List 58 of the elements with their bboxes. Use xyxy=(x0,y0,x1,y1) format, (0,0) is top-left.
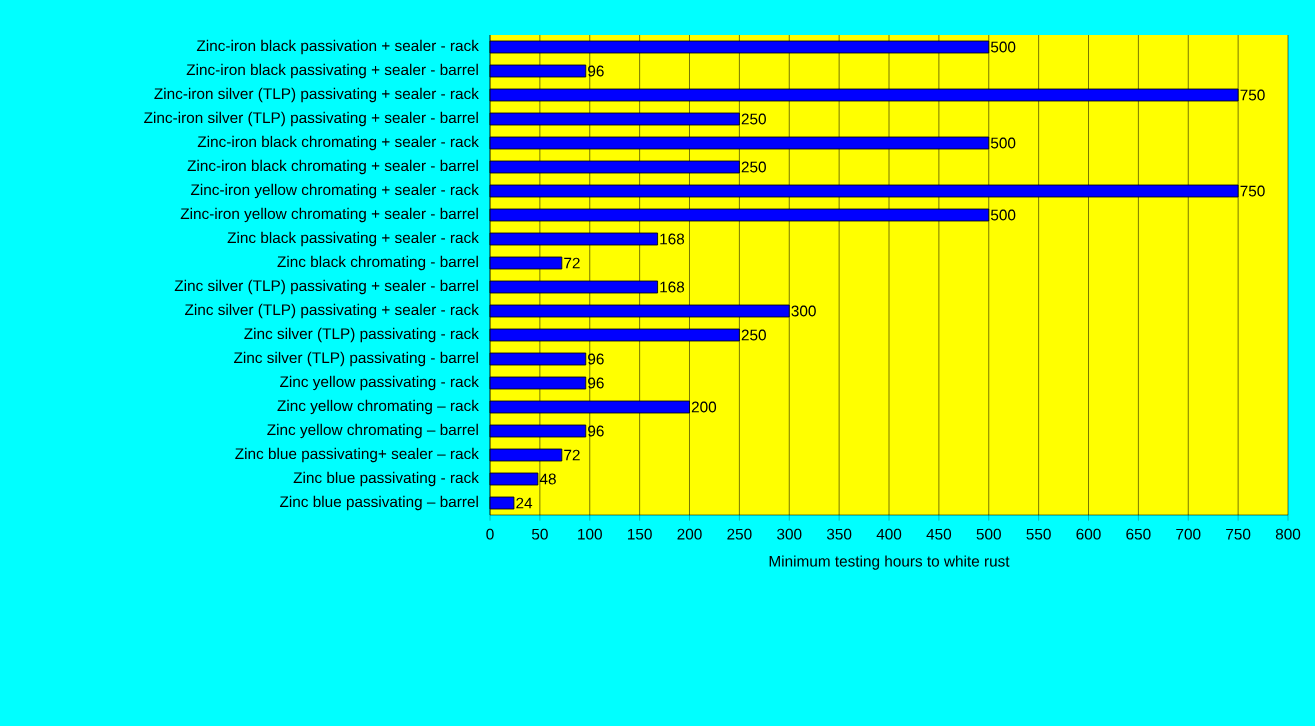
y-tick-label: Zinc blue passivating - rack xyxy=(293,471,479,487)
data-label: 96 xyxy=(588,377,604,389)
y-tick-label: Zinc yellow passivating - rack xyxy=(280,375,479,391)
x-tick-label: 600 xyxy=(1076,528,1101,540)
data-label: 300 xyxy=(791,305,816,317)
x-tick-label: 450 xyxy=(926,528,952,540)
x-tick-label: 0 xyxy=(486,528,494,540)
data-label: 96 xyxy=(588,425,604,437)
data-label: 500 xyxy=(990,41,1016,53)
y-tick-label: Zinc yellow chromating – rack xyxy=(277,399,479,415)
data-label: 96 xyxy=(588,65,604,77)
x-tick-label: 50 xyxy=(531,528,548,540)
y-tick-label: Zinc-iron silver (TLP) passivating + sealer - rack xyxy=(154,87,479,103)
x-tick-label: 300 xyxy=(777,528,802,540)
y-tick-label: Zinc yellow chromating – barrel xyxy=(267,423,478,439)
x-tick-label: 150 xyxy=(628,528,652,540)
y-tick-label: Zinc silver (TLP) passivating + sealer - rack xyxy=(185,303,479,319)
x-tick-label: 500 xyxy=(976,528,1001,540)
x-tick-label: 700 xyxy=(1176,528,1201,540)
x-tick-label: 250 xyxy=(727,528,752,540)
data-label: 750 xyxy=(1240,185,1265,197)
data-label: 500 xyxy=(990,137,1016,149)
data-label: 24 xyxy=(516,497,533,509)
y-tick-label: Zinc silver (TLP) passivating - rack xyxy=(244,327,479,343)
data-label: 200 xyxy=(691,401,717,413)
data-label: 72 xyxy=(564,449,580,461)
y-tick-label: Zinc-iron black chromating + sealer - rack xyxy=(197,135,479,151)
y-tick-label: Zinc-iron silver (TLP) passivating + sealer - barrel xyxy=(144,111,478,127)
y-tick-label: Zinc-iron yellow chromating + sealer - rack xyxy=(190,183,479,199)
y-tick-label: Zinc-iron black passivating + sealer - barrel xyxy=(186,63,478,79)
x-tick-label: 100 xyxy=(578,528,602,540)
data-label: 168 xyxy=(660,281,685,293)
y-tick-label: Zinc-iron black chromating + sealer - barrel xyxy=(187,159,478,175)
data-label: 48 xyxy=(539,473,556,485)
x-tick-label: 550 xyxy=(1026,528,1051,540)
y-tick-label: Zinc-iron black passivation + sealer - rack xyxy=(196,39,479,55)
y-tick-label: Zinc black passivating + sealer - rack xyxy=(227,231,479,247)
y-tick-label: Zinc silver (TLP) passivating - barrel xyxy=(234,351,478,367)
y-tick-label: Zinc blue passivating – barrel xyxy=(279,495,478,511)
x-tick-label: 350 xyxy=(826,528,852,540)
y-tick-label: Zinc-iron yellow chromating + sealer - barrel xyxy=(180,207,478,223)
y-tick-label: Zinc silver (TLP) passivating + sealer - barrel xyxy=(174,279,478,295)
data-label: 250 xyxy=(741,113,766,125)
data-label: 250 xyxy=(741,329,766,341)
x-tick-label: 200 xyxy=(677,528,702,540)
y-tick-label: Zinc blue passivating+ sealer – rack xyxy=(235,447,479,463)
data-label: 168 xyxy=(660,233,685,245)
y-tick-label: Zinc black chromating - barrel xyxy=(277,255,478,271)
data-label: 500 xyxy=(990,209,1016,221)
x-tick-label: 800 xyxy=(1275,528,1301,540)
data-label: 72 xyxy=(564,257,580,269)
x-tick-label: 400 xyxy=(876,528,902,540)
data-label: 250 xyxy=(741,161,766,173)
x-axis-title: Minimum testing hours to white rust xyxy=(769,555,1010,570)
x-tick-label: 650 xyxy=(1126,528,1151,540)
x-tick-label: 750 xyxy=(1226,528,1251,540)
data-label: 96 xyxy=(588,353,604,365)
data-label: 750 xyxy=(1240,89,1265,101)
